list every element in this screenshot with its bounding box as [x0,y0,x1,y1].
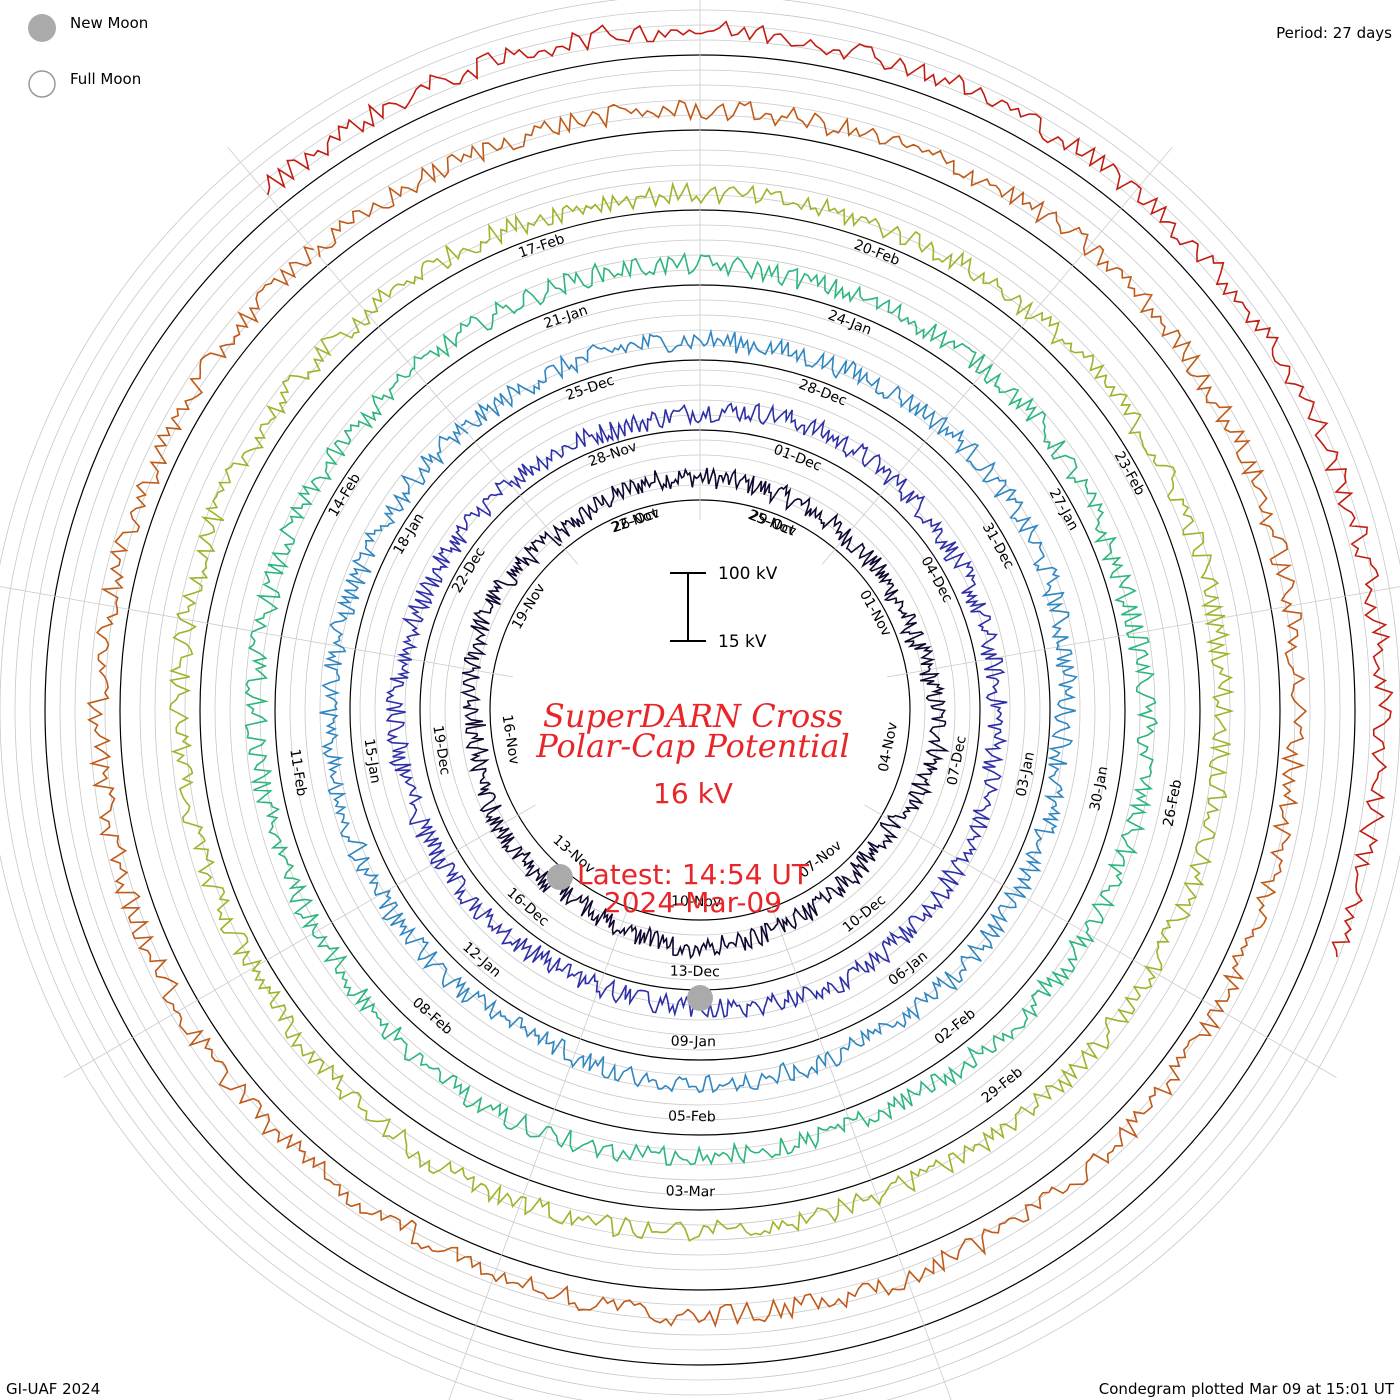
radial-spoke [63,804,536,1078]
date-tick-label: 31-Dec [979,520,1017,571]
date-tick-label: 28-Dec [796,376,848,409]
date-tick-label: 06-Jan [886,948,931,989]
date-tick-label: 13-Dec [670,963,720,980]
date-tick-label: 30-Jan [1087,765,1111,812]
footer-credit: GI-UAF 2024 [6,1380,100,1398]
date-tick-label: 07-Dec [944,735,969,787]
date-tick-label: 01-Nov [856,588,894,640]
date-tick-label: 27-Jan [1046,486,1082,533]
date-tick-label: 08-Feb [409,995,456,1038]
new-moon-legend-icon [28,14,56,42]
radial-spoke [821,146,1173,565]
date-tick-label: 04-Nov [876,721,901,773]
date-tick-label: 10-Nov [671,893,722,910]
series-line-ring-3 [319,328,1078,1094]
chart-title-line1: SuperDARN Cross [543,697,843,735]
date-tick-label: 05-Feb [668,1108,716,1125]
full-moon-legend-icon [28,70,56,98]
footer-plotted: Condegram plotted Mar 09 at 15:01 UT [1099,1380,1395,1398]
full-moon-legend-label: Full Moon [70,70,141,88]
date-tick-label: 25-Nov [746,507,799,540]
date-tick-label: 15-Jan [361,738,384,785]
series-line-ring-1 [459,466,950,960]
date-tick-label: 09-Jan [671,1034,717,1051]
date-tick-label: 18-Jan [390,511,427,558]
radial-spoke [0,586,513,678]
date-tick-label: 29-Feb [979,1064,1026,1106]
date-tick-label: 19-Dec [429,724,453,776]
latest-date: 2024-Mar-09 [604,886,782,919]
series-lines [86,20,1394,1328]
date-tick-label: 16-Nov [499,714,523,766]
series-line-ring-5 [168,181,1235,1242]
latest-time: Latest: 14:54 UT [577,858,810,891]
date-tick-label: 01-Dec [771,442,823,475]
new-moon-legend-label: New Moon [70,14,148,32]
radial-spoke [448,888,636,1400]
date-tick-label: 03-Mar [666,1183,716,1200]
scale-top-label: 100 kV [718,564,778,584]
radial-spoke [887,586,1400,678]
period-label: Period: 27 days [1276,24,1392,42]
date-tick-label: 12-Jan [459,939,504,981]
current-value: 16 kV [653,777,733,810]
chart-title-line2: Polar-Cap Potential [535,727,849,765]
radial-spoke [764,888,952,1400]
radial-spoke [864,804,1337,1078]
series-line-ring-6 [86,99,1308,1328]
date-tick-label: 10-Dec [840,892,889,936]
moon-markers [546,863,713,1011]
series-line-ring-7 [266,20,1394,958]
series-line-ring-4 [244,251,1159,1166]
scale-bar: 100 kV 15 kV [670,564,778,652]
series-line-ring-2 [385,402,1008,1019]
scale-bottom-label: 15 kV [718,632,767,652]
date-tick-label: 04-Dec [917,554,955,605]
new-moon-marker [546,863,573,890]
new-moon-marker [687,985,713,1011]
radial-spoke [227,146,579,565]
date-tick-label: 11-Feb [286,748,309,798]
date-tick-label: 02-Feb [932,1006,979,1048]
